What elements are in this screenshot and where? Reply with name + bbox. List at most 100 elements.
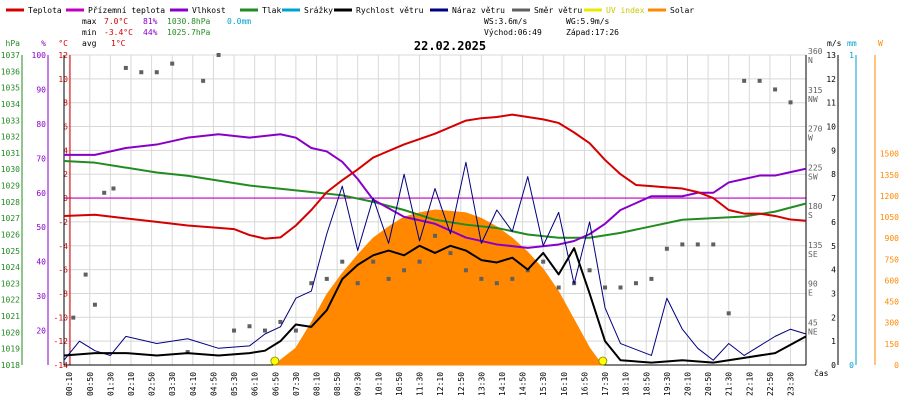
series-point-wind-dir	[309, 281, 314, 286]
stats-min-label: min	[82, 28, 97, 37]
stats-sunrise: Východ:06:49	[484, 28, 542, 37]
axis-tick-label-pressure: 1037	[1, 51, 20, 60]
axis-tick-label-temperature: -12	[54, 337, 69, 346]
stats-avg-temp: 1°C	[111, 39, 126, 48]
x-tick-label: 14:10	[498, 372, 507, 396]
legend-label-humidity: Vlhkost	[192, 6, 226, 15]
axis-tick-label-temperature: 8	[63, 99, 68, 108]
series-point-wind-dir	[742, 78, 747, 83]
axis-tick-label-humidity: 100	[32, 51, 47, 60]
series-point-wind-dir	[463, 268, 468, 273]
series-point-wind-dir	[788, 100, 793, 105]
axis-tick-label-temperature: -2	[58, 218, 68, 227]
stats-max-temp: 7.0°C	[104, 17, 128, 26]
stats-min-temp: -3.4°C	[104, 28, 133, 37]
axis-tick-label-temperature: -4	[58, 242, 68, 251]
axis-tick-compass-wind-direction: SE	[808, 250, 818, 259]
axis-tick-label-rain: 1	[849, 51, 854, 60]
series-area-solar	[272, 209, 603, 366]
stats-max-rain: 0.0mm	[227, 17, 251, 26]
x-tick-label: 10:50	[395, 372, 404, 396]
series-point-wind-dir	[71, 315, 76, 320]
axis-tick-label-wind-speed: 11	[826, 99, 836, 108]
stats-min-hum: 44%	[143, 28, 158, 37]
axis-tick-label-rain: 0	[849, 361, 854, 370]
axis-tick-label-wind-direction: 360	[808, 47, 823, 56]
series-point-wind-dir	[510, 276, 515, 281]
axis-tick-label-wind-speed: 2	[831, 313, 836, 322]
axis-tick-label-wind-speed: 3	[831, 289, 836, 298]
x-tick-label: 17:30	[601, 372, 610, 396]
x-tick-label: 13:30	[477, 372, 486, 396]
x-tick-label: 08:10	[312, 372, 321, 396]
axis-tick-label-pressure: 1025	[1, 247, 20, 256]
axis-tick-compass-wind-direction: S	[808, 211, 813, 220]
stats-max-hum: 81%	[143, 17, 158, 26]
axis-tick-label-wind-speed: 12	[826, 75, 836, 84]
axis-tick-label-solar: 150	[885, 340, 900, 349]
x-tick-label: 12:10	[436, 372, 445, 396]
stats-min-press: 1025.7hPa	[167, 28, 211, 37]
x-tick-label: 09:30	[354, 372, 363, 396]
axis-tick-label-pressure: 1031	[1, 149, 20, 158]
axis-tick-label-humidity: 80	[36, 120, 46, 129]
series-point-wind-dir	[417, 259, 422, 264]
series-point-wind-dir	[123, 65, 128, 70]
series-line-wind-gust	[63, 161, 807, 361]
axis-tick-label-humidity: 90	[36, 85, 46, 94]
x-tick-label: 20:50	[704, 372, 713, 396]
axis-tick-compass-wind-direction: NE	[808, 327, 818, 336]
axis-tick-label-solar: 0	[894, 361, 899, 370]
series-point-wind-dir	[494, 281, 499, 286]
axis-tick-label-wind-speed: 6	[831, 218, 836, 227]
axis-tick-compass-wind-direction: N	[808, 56, 813, 65]
axis-tick-label-solar: 750	[885, 255, 900, 264]
sun-marker-uv	[598, 356, 608, 366]
series-point-wind-dir	[293, 328, 298, 333]
axis-tick-label-wind-direction: 180	[808, 202, 823, 211]
x-tick-label: 00:10	[65, 372, 74, 396]
axis-unit-humidity: %	[41, 39, 46, 48]
stats-ws: WS:3.6m/s	[484, 17, 528, 26]
axis-tick-label-pressure: 1032	[1, 133, 20, 142]
series-point-wind-dir	[262, 328, 267, 333]
stats-avg-label: avg	[82, 39, 97, 48]
x-tick-label: 21:30	[725, 372, 734, 396]
x-tick-label: 05:30	[230, 372, 239, 396]
axis-tick-label-wind-direction: 270	[808, 125, 823, 134]
series-point-wind-dir	[633, 281, 638, 286]
axis-tick-compass-wind-direction: W	[808, 134, 813, 143]
x-tick-label: 03:30	[168, 372, 177, 396]
axis-tick-label-pressure: 1034	[1, 100, 20, 109]
axis-tick-label-wind-speed: 4	[831, 266, 836, 275]
x-tick-label: 07:30	[292, 372, 301, 396]
axis-tick-label-wind-direction: 135	[808, 241, 823, 250]
axis-tick-label-temperature: 10	[58, 75, 68, 84]
axis-tick-label-wind-speed: 0	[831, 361, 836, 370]
axis-tick-label-pressure: 1029	[1, 182, 20, 191]
axis-tick-label-pressure: 1026	[1, 230, 20, 239]
series-point-wind-dir	[479, 276, 484, 281]
stats-max-label: max	[82, 17, 97, 26]
sun-marker-uv	[270, 356, 280, 366]
plot-area	[63, 53, 807, 366]
axes: hPa1018101910201021102210231024102510261…	[1, 39, 899, 396]
x-tick-label: 15:30	[539, 372, 548, 396]
series-point-wind-dir	[541, 259, 546, 264]
axis-tick-label-solar: 1050	[880, 213, 899, 222]
axis-tick-compass-wind-direction: SW	[808, 172, 818, 181]
axis-tick-label-wind-direction: 315	[808, 86, 823, 95]
series-point-wind-dir	[757, 78, 762, 83]
axis-tick-label-pressure: 1020	[1, 328, 20, 337]
series-point-wind-dir	[278, 319, 283, 324]
series-point-wind-dir	[433, 233, 437, 238]
series-line-humidity	[64, 133, 807, 249]
axis-tick-label-humidity: 50	[36, 223, 46, 232]
stats-wg: WG:5.9m/s	[566, 17, 610, 26]
axis-tick-label-humidity: 30	[36, 292, 46, 301]
x-tick-label: 02:10	[127, 372, 136, 396]
series-point-wind-dir	[649, 276, 654, 281]
x-tick-label: 06:10	[251, 372, 260, 396]
legend-label-wind_dir: Směr větru	[534, 6, 582, 15]
x-tick-label: 00:50	[86, 372, 95, 396]
